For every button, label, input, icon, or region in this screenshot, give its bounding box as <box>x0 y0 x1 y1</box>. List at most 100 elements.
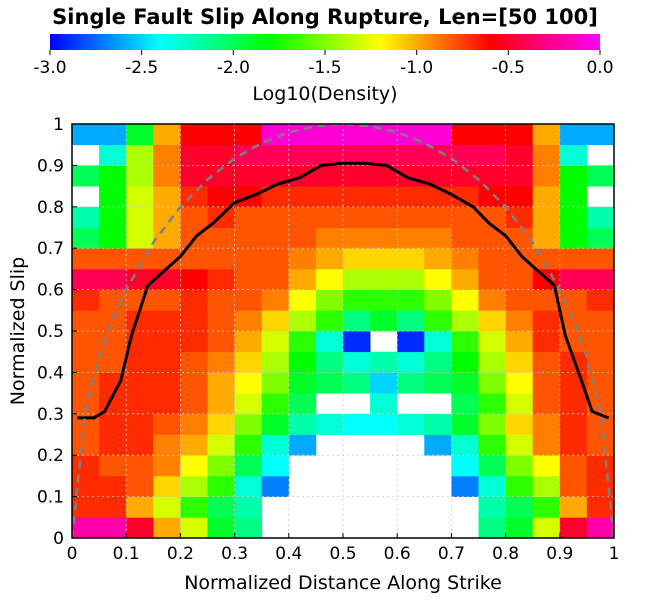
heatmap-cell <box>126 372 154 394</box>
heatmap-cell <box>478 351 506 373</box>
heatmap-cell <box>234 393 263 415</box>
heatmap-cell <box>505 268 534 290</box>
heatmap-cell <box>315 372 344 394</box>
heatmap-cell <box>559 413 588 435</box>
heatmap-cell <box>126 351 154 373</box>
heatmap-cell <box>397 331 425 353</box>
heatmap-cell <box>586 165 615 187</box>
heatmap-cell <box>424 351 452 373</box>
heatmap-cell <box>126 455 154 477</box>
heatmap-cell <box>72 372 100 394</box>
heatmap-cell <box>99 124 127 146</box>
heatmap-cell <box>505 496 534 518</box>
heatmap-cell <box>261 455 290 477</box>
x-tick-label: 0.6 <box>384 544 411 564</box>
heatmap-cell <box>207 517 235 539</box>
heatmap-cell <box>180 351 208 373</box>
heatmap-cell <box>424 413 452 435</box>
x-tick-label: 0.7 <box>438 544 465 564</box>
heatmap-cell <box>261 206 290 228</box>
heatmap-cell <box>234 124 263 146</box>
heatmap-cell <box>586 413 615 435</box>
y-tick-label: 0.7 <box>37 239 64 259</box>
heatmap-cell <box>153 393 181 415</box>
heatmap-cell <box>586 268 615 290</box>
heatmap-cell <box>207 413 235 435</box>
x-tick-label: 0.3 <box>221 544 248 564</box>
heatmap-cell <box>397 248 425 270</box>
heatmap-cell <box>370 124 398 146</box>
heatmap-cell <box>370 310 398 332</box>
heatmap-cell <box>261 310 290 332</box>
heatmap-cell <box>234 455 263 477</box>
heatmap-cell <box>99 165 127 187</box>
heatmap-cell <box>343 227 371 249</box>
heatmap-cell <box>180 206 208 228</box>
heatmap-cell <box>261 475 290 497</box>
heatmap-cell <box>559 268 588 290</box>
heatmap-cell <box>207 144 235 166</box>
heatmap-cell <box>234 268 263 290</box>
heatmap-cell <box>261 248 290 270</box>
heatmap-cell <box>99 144 127 166</box>
heatmap-cell <box>207 124 235 146</box>
heatmap-cell <box>370 393 398 415</box>
colorbar-tick-label: -1.5 <box>308 58 341 78</box>
colorbar-tick-label: -1.0 <box>400 58 433 78</box>
heatmap-cell <box>478 206 506 228</box>
heatmap-cell <box>505 455 534 477</box>
heatmap-cell <box>478 331 506 353</box>
heatmap-cell <box>180 165 208 187</box>
heatmap-cell <box>99 248 127 270</box>
heatmap-cell <box>451 248 479 270</box>
heatmap-cell <box>72 124 100 146</box>
heatmap-cell <box>288 434 317 456</box>
heatmap-cell <box>505 124 534 146</box>
heatmap-cell <box>559 434 588 456</box>
heatmap-cell <box>234 475 263 497</box>
heatmap-cell <box>180 393 208 415</box>
heatmap-cell <box>99 227 127 249</box>
heatmap-cell <box>72 206 100 228</box>
x-tick-label: 0 <box>67 544 78 564</box>
heatmap-cell <box>207 248 235 270</box>
y-tick-label: 0.9 <box>37 156 64 176</box>
heatmap-cell <box>559 144 588 166</box>
heatmap-cell <box>207 268 235 290</box>
heatmap-cell <box>180 144 208 166</box>
heatmap-cell <box>451 144 479 166</box>
heatmap-cell <box>397 289 425 311</box>
heatmap-cell <box>261 393 290 415</box>
axes: 0 0.1 0.2 0.3 0.4 0.5 0.6 0.7 0.8 0.9 1 0 0.1 0.2 0.3 0… <box>37 115 619 564</box>
heatmap-cell <box>370 206 398 228</box>
heatmap-cell <box>532 206 561 228</box>
heatmap-cell <box>586 206 615 228</box>
x-tick-label: 0.8 <box>492 544 519 564</box>
heatmap-cell <box>532 165 561 187</box>
heatmap-cell <box>72 268 100 290</box>
heatmap-cell <box>180 455 208 477</box>
colorbar-tick-label: -2.5 <box>125 58 158 78</box>
heatmap-cell <box>207 310 235 332</box>
heatmap-cell <box>478 124 506 146</box>
heatmap-cell <box>153 268 181 290</box>
heatmap-cell <box>126 124 154 146</box>
heatmap-cell <box>288 331 317 353</box>
heatmap-cell <box>586 517 615 539</box>
heatmap-cell <box>586 289 615 311</box>
heatmap-cell <box>288 393 317 415</box>
heatmap-cell <box>424 331 452 353</box>
heatmap-cell <box>586 248 615 270</box>
heatmap-cell <box>72 289 100 311</box>
heatmap-cell <box>153 455 181 477</box>
heatmap-cell <box>505 434 534 456</box>
heatmap-cell <box>207 455 235 477</box>
heatmap-cell <box>343 289 371 311</box>
heatmap-cell <box>586 496 615 518</box>
heatmap-cell <box>505 475 534 497</box>
heatmap-cell <box>261 413 290 435</box>
heatmap-cell <box>343 351 371 373</box>
heatmap-cell <box>532 331 561 353</box>
grid-lines <box>72 124 614 538</box>
heatmap-cell <box>288 186 317 208</box>
